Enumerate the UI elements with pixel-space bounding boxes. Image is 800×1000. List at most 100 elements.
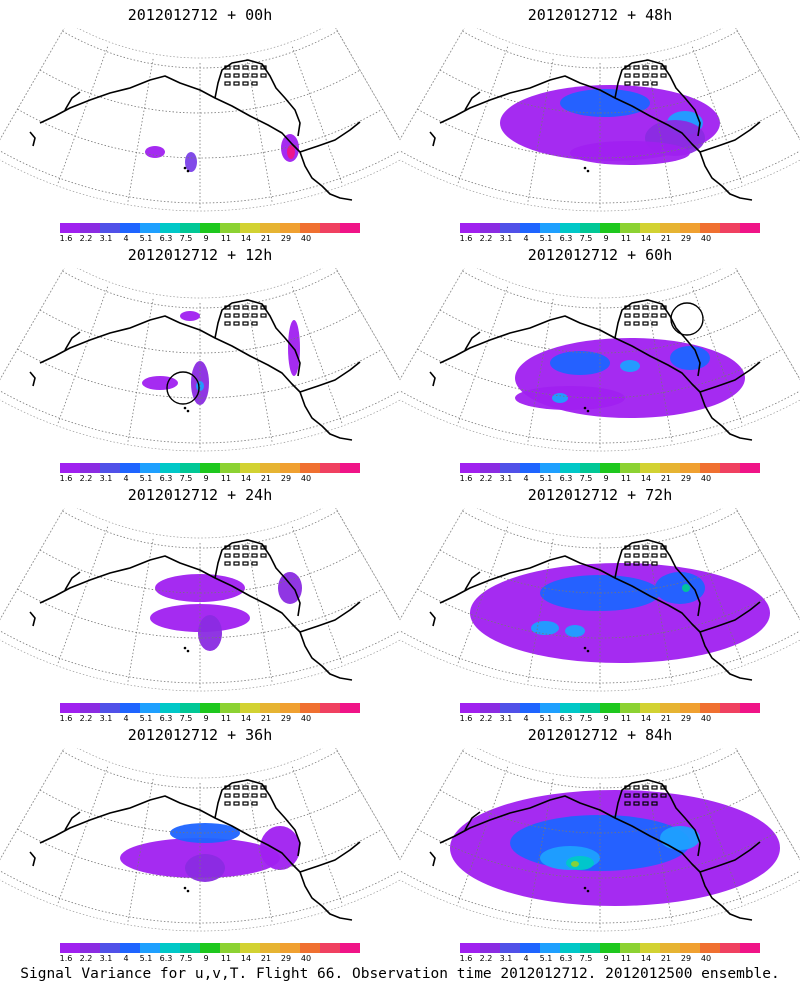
- colorbar-swatch: [700, 943, 720, 953]
- island-outline: [251, 321, 258, 326]
- island-outline: [633, 561, 640, 566]
- panel-title: 2012012712 + 60h: [527, 246, 673, 264]
- colorbar-tick-label: 29: [280, 234, 292, 243]
- island-outline: [224, 561, 231, 566]
- colorbar-tick-label: 40: [300, 714, 312, 723]
- island-outline: [224, 553, 231, 558]
- colorbar-swatch: [160, 463, 180, 473]
- island-outline: [642, 801, 649, 806]
- colorbar-swatch: [700, 703, 720, 713]
- map-panel: 2012012712 + 60h 1.6 2.2 3.1 4 5.1 6.3 7.5 9 11 14…: [400, 240, 800, 483]
- island-outline: [660, 545, 667, 550]
- colorbar-tick-label: 3.1: [99, 234, 113, 243]
- coastline: [29, 371, 36, 387]
- variance-field-patch: [287, 145, 295, 159]
- colorbar-tick-label: 2.2: [79, 954, 93, 963]
- colorbar-tick-label: 3.1: [499, 714, 513, 723]
- coastline: [64, 91, 81, 111]
- colorbar-swatch: [220, 223, 240, 233]
- colorbar-tick-label: 29: [280, 714, 292, 723]
- latitude-gridline: [39, 549, 361, 594]
- map-sector-outline: [400, 28, 800, 212]
- island-outline: [242, 313, 249, 318]
- meridian-gridline: [246, 538, 273, 682]
- island-outline: [260, 553, 267, 558]
- colorbar: [460, 703, 760, 713]
- island-outline: [233, 321, 240, 326]
- colorbar-swatch: [720, 463, 740, 473]
- colorbar-swatch: [180, 223, 200, 233]
- colorbar-tick-label: 1.6: [59, 474, 73, 483]
- latitude-gridline: [417, 828, 783, 879]
- latitude-gridline: [400, 630, 800, 684]
- colorbar-tick-label: 1.6: [459, 954, 473, 963]
- island-outline: [224, 73, 231, 78]
- map-panel: 2012012712 + 84h 1.6 2.2 3.1 4 5.1 6.3 7.5 9 11 14…: [400, 720, 800, 963]
- colorbar-tick-label: 7.5: [179, 474, 193, 483]
- island-outline: [260, 73, 267, 78]
- colorbar-tick-label: 9: [603, 234, 609, 243]
- map-panel: 2012012712 + 00h 1.6 2.2 3.1 4 5.1 6.3 7.5 9 11 14…: [0, 0, 400, 243]
- island-outline: [242, 785, 249, 790]
- island-outline: [642, 561, 649, 566]
- colorbar-swatch: [720, 703, 740, 713]
- island-outline: [260, 545, 267, 550]
- coastline: [214, 539, 301, 617]
- latitude-gridline: [0, 150, 400, 204]
- panel-title: 2012012712 + 84h: [527, 726, 673, 744]
- island-outline: [660, 313, 667, 318]
- colorbar-swatch: [680, 463, 700, 473]
- colorbar-swatch: [60, 703, 80, 713]
- observation-circle: [670, 302, 704, 336]
- latitude-gridline: [439, 549, 761, 594]
- colorbar-tick-label: 2.2: [479, 714, 493, 723]
- island-outline: [251, 793, 258, 798]
- colorbar-tick-label: 21: [660, 474, 672, 483]
- island-outline: [651, 553, 658, 558]
- colorbar-swatch: [320, 223, 340, 233]
- island-outline: [624, 73, 631, 78]
- colorbar-tick-label: 14: [240, 474, 252, 483]
- colorbar-swatch: [240, 223, 260, 233]
- colorbar-swatch: [100, 463, 120, 473]
- island-outline: [651, 561, 658, 566]
- colorbar-swatch: [660, 223, 680, 233]
- island-outline: [660, 785, 667, 790]
- colorbar-swatch: [680, 943, 700, 953]
- coastline: [299, 871, 353, 921]
- variance-field-patch: [566, 856, 594, 870]
- map-sector-outline: [0, 268, 400, 452]
- colorbar-swatch: [260, 463, 280, 473]
- polar-stereographic-map: [0, 28, 400, 212]
- coastline: [64, 331, 81, 351]
- coastline: [614, 539, 701, 617]
- colorbar-tick-label: 11: [620, 234, 632, 243]
- colorbar-tick-label: 5.1: [539, 714, 553, 723]
- coastline: [699, 871, 753, 921]
- coastline: [429, 371, 436, 387]
- meridian-gridline: [291, 766, 343, 904]
- coastline: [429, 851, 436, 867]
- colorbar-swatch: [640, 943, 660, 953]
- variance-field-patch: [620, 360, 640, 372]
- colorbar-tick-label: 7.5: [579, 954, 593, 963]
- island-outline: [224, 81, 231, 86]
- colorbar-swatch: [120, 463, 140, 473]
- coastline: [429, 131, 436, 147]
- island-outline: [651, 785, 658, 790]
- map-panel: 2012012712 + 48h 1.6 2.2 3.1 4 5.1 6.3 7.5 9 11 14…: [400, 0, 800, 243]
- colorbar-swatch: [160, 223, 180, 233]
- island-outline: [233, 801, 240, 806]
- colorbar-labels: 1.6 2.2 3.1 4 5.1 6.3 7.5 9 11 14 21 29 40: [460, 714, 760, 724]
- colorbar-tick-label: 2.2: [79, 234, 93, 243]
- variance-field-patch: [660, 826, 700, 850]
- latitude-gridline: [0, 870, 400, 924]
- colorbar-tick-label: 7.5: [579, 714, 593, 723]
- island-outline: [233, 81, 240, 86]
- latitude-gridline: [0, 390, 400, 444]
- latitude-gridline: [400, 390, 800, 444]
- colorbar-tick-label: 14: [240, 234, 252, 243]
- island-outline: [233, 793, 240, 798]
- colorbar-swatch: [660, 463, 680, 473]
- colorbar-swatch: [260, 943, 280, 953]
